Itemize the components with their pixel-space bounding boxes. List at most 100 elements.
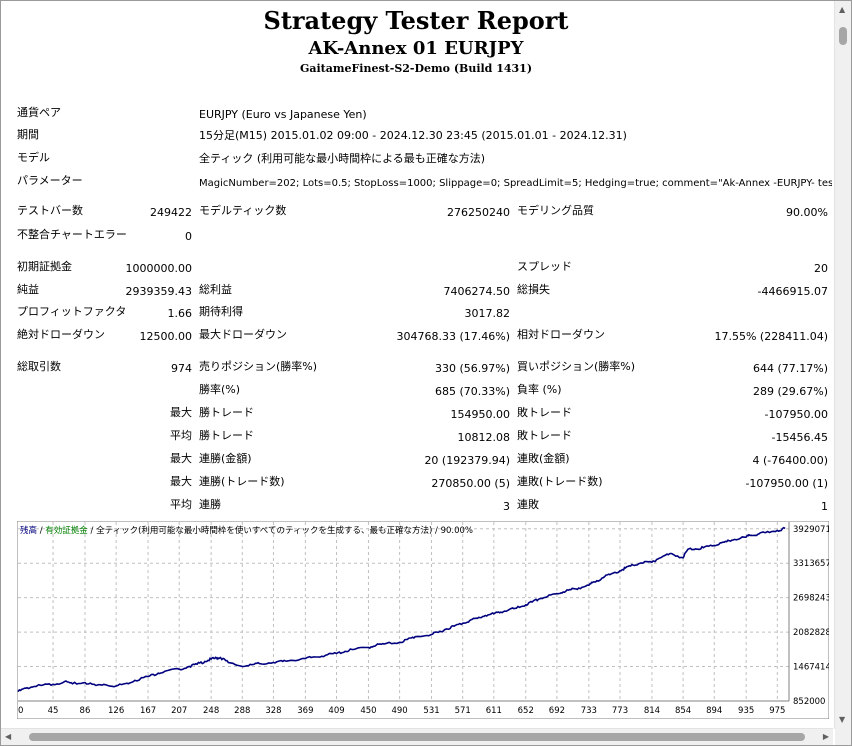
period-label: 期間 (17, 128, 39, 141)
bars-label: テストバー数 (17, 204, 83, 217)
spread-value: 20 (814, 262, 828, 275)
y-tick-label: 3929071 (793, 525, 829, 535)
chart-y-ticks: 852000 1467414 2082828 2698243 3313657 392907… (793, 525, 829, 707)
net-value: 2939359.43 (125, 285, 192, 298)
trades-value: 974 (171, 362, 192, 375)
x-tick-label: 611 (486, 706, 502, 716)
params-value: MagicNumber=202; Lots=0.5; StopLoss=1000… (199, 178, 832, 189)
max-cons-profit-value: 270850.00 (5) (431, 477, 510, 490)
bars-value: 249422 (150, 206, 192, 219)
mismatch-value: 0 (185, 230, 192, 243)
mismatch-label: 不整合チャートエラー (17, 228, 127, 241)
horizontal-scrollbar[interactable]: ◀ ▶ (1, 728, 833, 745)
short-value: 330 (56.97%) (434, 362, 510, 375)
x-tick-label: 894 (706, 706, 722, 716)
rel-dd-value: 17.55% (228411.04) (714, 330, 828, 343)
quality-value: 90.00% (786, 206, 828, 219)
chart-x-ticks: 0 45 86 126 167 207 248 288 328 369 409 450 490 531 57… (18, 706, 785, 716)
scroll-right-icon[interactable]: ▶ (822, 732, 829, 741)
pf-value: 1.66 (167, 307, 193, 320)
avg-cons-wins-label: 連勝 (199, 498, 221, 511)
expected-label: 期待利得 (199, 305, 243, 318)
vertical-scroll-thumb[interactable] (839, 27, 847, 45)
x-tick-label: 531 (423, 706, 439, 716)
gross-loss-value: -4466915.07 (757, 285, 828, 298)
gross-profit-label: 総利益 (199, 283, 232, 296)
x-tick-label: 207 (171, 706, 187, 716)
max-prefix-3: 最大 (170, 475, 192, 488)
period-value: 15分足(M15) 2015.01.02 09:00 - 2024.12.30 … (199, 129, 627, 142)
gross-profit-value: 7406274.50 (443, 285, 510, 298)
max-cons-profit-label: 連勝(トレード数) (199, 475, 285, 488)
report-title: Strategy Tester Report (263, 6, 569, 35)
y-tick-label: 852000 (793, 697, 825, 707)
avg-loss-value: -15456.45 (771, 431, 828, 444)
rel-dd-label: 相対ドローダウン (517, 328, 605, 341)
balance-line (17, 526, 786, 693)
x-tick-label: 409 (328, 706, 344, 716)
largest-win-value: 154950.00 (450, 408, 511, 421)
avg-win-value: 10812.08 (457, 431, 511, 444)
avg-cons-losses-value: 1 (821, 500, 828, 513)
ticks-value: 276250240 (447, 206, 510, 219)
max-dd-value: 304768.33 (17.46%) (396, 330, 510, 343)
y-tick-label: 2698243 (793, 594, 829, 604)
x-tick-label: 450 (360, 706, 376, 716)
trades-label: 総取引数 (17, 360, 61, 373)
scroll-left-icon[interactable]: ◀ (5, 732, 12, 741)
x-tick-label: 45 (48, 706, 59, 716)
model-label: モデル (17, 151, 50, 164)
gross-loss-label: 総損失 (517, 283, 550, 296)
max-prefix-2: 最大 (170, 452, 192, 465)
x-tick-label: 652 (518, 706, 534, 716)
spread-label: スプレッド (517, 260, 572, 273)
scroll-up-icon[interactable]: ▲ (839, 5, 846, 14)
chart-legend: 残高 / 有効証拠金 / 全ティック(利用可能な最小時間枠を使いすべてのティック… (20, 525, 473, 536)
scroll-down-icon[interactable]: ▼ (839, 715, 846, 724)
deposit-label: 初期証拠金 (17, 260, 72, 273)
max-prefix-1: 最大 (170, 406, 192, 419)
scroll-corner (835, 729, 851, 745)
largest-win-label: 勝トレード (199, 406, 254, 419)
ticks-label: モデルティック数 (199, 204, 287, 217)
symbol-value: EURJPY (Euro vs Japanese Yen) (199, 108, 367, 121)
max-cons-wins-value: 20 (192379.94) (424, 454, 510, 467)
x-tick-label: 733 (581, 706, 597, 716)
loss-pct-value: 289 (29.67%) (752, 385, 828, 398)
x-tick-label: 126 (108, 706, 124, 716)
vertical-scrollbar[interactable]: ▲ ▼ (834, 1, 851, 729)
avg-prefix-2: 平均 (170, 498, 192, 511)
avg-loss-label: 敗トレード (517, 429, 572, 442)
report-content: Strategy Tester Report AK-Annex 01 EURJP… (17, 6, 832, 719)
model-value: 全ティック (利用可能な最小時間枠による最も正確な方法) (199, 152, 486, 165)
chart-grid (18, 522, 790, 702)
abs-dd-value: 12500.00 (139, 330, 193, 343)
avg-prefix-1: 平均 (170, 429, 192, 442)
x-tick-label: 935 (738, 706, 754, 716)
params-label: パラメーター (17, 174, 83, 187)
quality-label: モデリング品質 (517, 204, 594, 217)
legend-model: 全ティック(利用可能な最小時間枠を使いすべてのティックを生成する、最も正確な方法… (96, 525, 432, 536)
x-tick-label: 571 (455, 706, 471, 716)
x-tick-label: 773 (612, 706, 628, 716)
symbol-label: 通貨ペア (17, 106, 61, 119)
x-tick-label: 86 (80, 706, 91, 716)
x-tick-label: 490 (391, 706, 407, 716)
legend-sep-1: / (37, 526, 45, 536)
max-cons-losses-label: 連敗(金額) (517, 452, 570, 465)
net-label: 純益 (17, 283, 39, 296)
win-pct-value: 685 (70.33%) (434, 385, 510, 398)
max-cons-loss-label: 連敗(トレード数) (517, 475, 603, 488)
x-tick-label: 248 (203, 706, 219, 716)
abs-dd-label: 絶対ドローダウン (17, 328, 105, 341)
max-cons-loss-value: -107950.00 (1) (745, 477, 828, 490)
x-tick-label: 288 (234, 706, 250, 716)
x-tick-label: 167 (140, 706, 156, 716)
chart-border (17, 521, 829, 719)
max-cons-losses-value: 4 (-76400.00) (752, 454, 828, 467)
legend-sep-3: / (432, 526, 440, 536)
x-tick-label: 814 (644, 706, 660, 716)
deposit-value: 1000000.00 (125, 262, 192, 275)
avg-cons-wins-value: 3 (503, 500, 510, 513)
horizontal-scroll-thumb[interactable] (29, 733, 805, 741)
